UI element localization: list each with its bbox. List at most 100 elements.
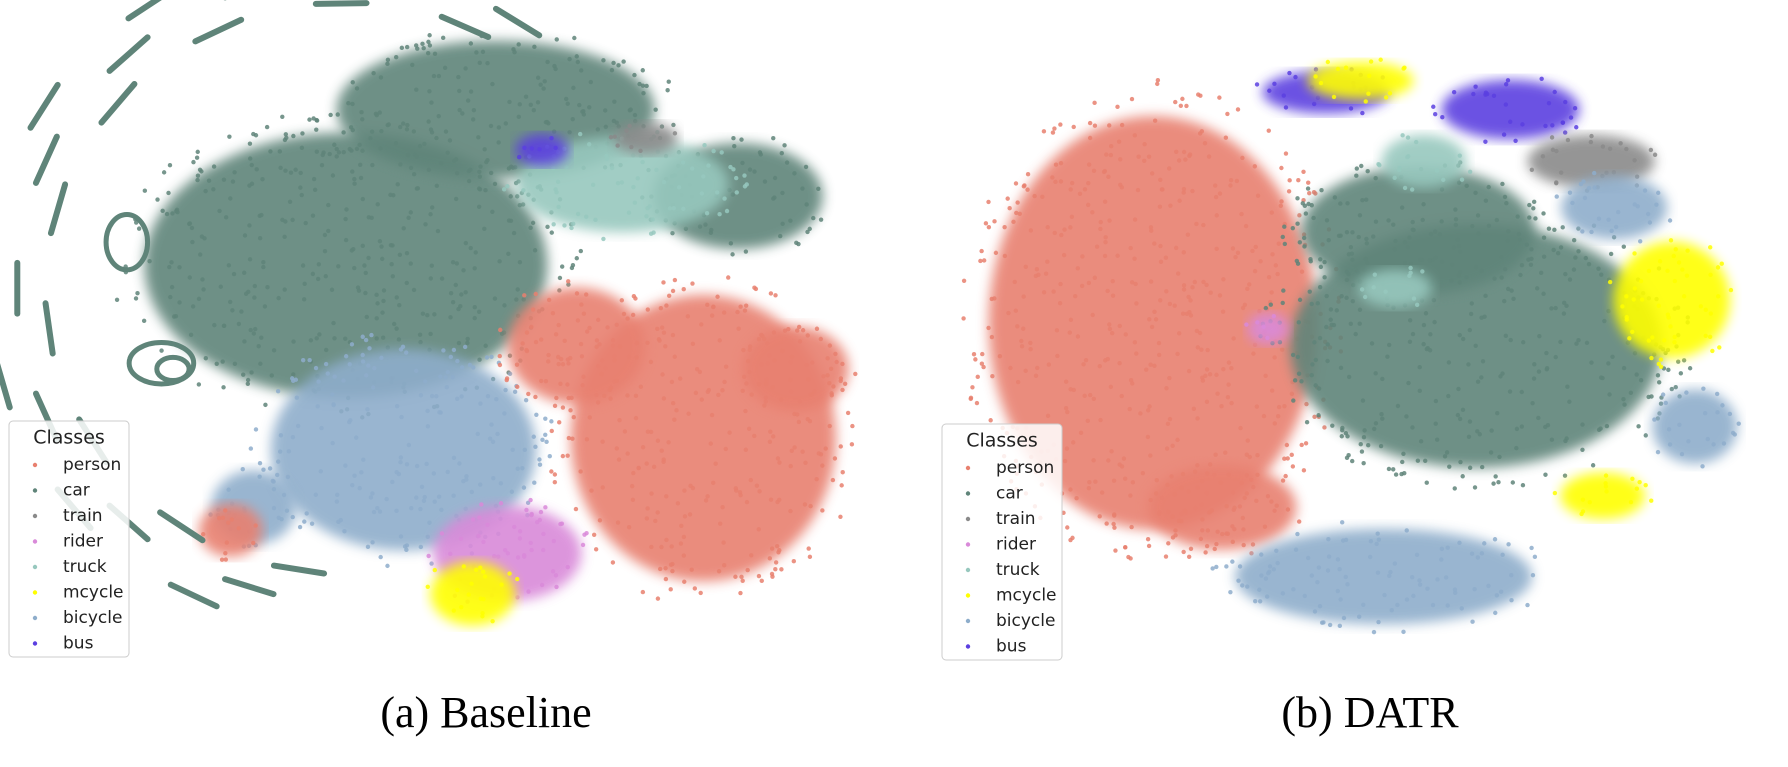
point xyxy=(1319,188,1324,193)
point xyxy=(490,81,495,87)
point xyxy=(480,49,486,55)
point xyxy=(487,436,493,441)
point xyxy=(654,167,659,173)
point xyxy=(1243,223,1249,229)
cluster xyxy=(1235,528,1533,625)
point xyxy=(974,400,980,406)
point xyxy=(1442,454,1448,459)
point xyxy=(242,339,247,344)
point xyxy=(334,154,339,159)
point xyxy=(743,303,749,308)
point xyxy=(1630,329,1635,335)
point xyxy=(415,186,421,191)
point xyxy=(1180,96,1185,102)
point xyxy=(341,150,346,155)
cluster-ring xyxy=(103,211,151,273)
point xyxy=(439,507,444,513)
point xyxy=(1265,335,1270,341)
cluster xyxy=(1613,241,1731,359)
point xyxy=(448,290,454,296)
point xyxy=(280,217,285,223)
point xyxy=(360,117,365,122)
point xyxy=(741,347,746,353)
point xyxy=(343,216,348,222)
point xyxy=(773,293,778,298)
point xyxy=(517,536,523,541)
point xyxy=(350,482,355,488)
point xyxy=(1469,551,1475,556)
point xyxy=(461,268,466,273)
point xyxy=(624,128,629,133)
point xyxy=(1254,498,1259,504)
point xyxy=(290,217,295,223)
point xyxy=(1223,135,1229,140)
point xyxy=(1686,439,1691,444)
point xyxy=(1635,204,1640,209)
point xyxy=(1107,218,1112,223)
point xyxy=(1558,170,1564,175)
point xyxy=(431,73,437,79)
point xyxy=(565,453,570,458)
point xyxy=(1681,294,1687,299)
point xyxy=(394,469,399,475)
point xyxy=(1106,174,1111,180)
point xyxy=(1253,244,1258,250)
point xyxy=(1570,200,1575,206)
point xyxy=(769,546,775,551)
point xyxy=(636,465,641,471)
point xyxy=(683,226,689,231)
point xyxy=(253,523,258,528)
point xyxy=(722,563,727,568)
cluster xyxy=(1147,464,1297,550)
point xyxy=(1625,340,1631,345)
point xyxy=(556,204,561,210)
point xyxy=(1099,490,1105,495)
legend-label: bus xyxy=(996,637,1027,657)
point xyxy=(247,141,253,146)
point xyxy=(418,544,424,550)
point xyxy=(692,586,698,591)
point xyxy=(245,377,251,383)
point xyxy=(1220,531,1225,537)
point xyxy=(1531,206,1536,211)
cluster-ring xyxy=(154,354,192,383)
point xyxy=(1164,289,1169,294)
point xyxy=(738,590,743,596)
point xyxy=(1172,303,1177,308)
point xyxy=(1571,267,1577,272)
point xyxy=(177,300,182,305)
point xyxy=(1181,250,1186,255)
legend-label: person xyxy=(63,455,121,475)
point xyxy=(1362,267,1367,273)
point xyxy=(621,59,626,64)
point xyxy=(979,248,984,254)
point xyxy=(1107,326,1113,332)
point xyxy=(344,207,349,212)
point xyxy=(1290,225,1295,231)
point xyxy=(217,208,222,214)
point xyxy=(612,358,617,363)
point xyxy=(593,547,599,552)
point xyxy=(473,250,478,255)
point xyxy=(633,415,639,421)
point xyxy=(1230,559,1235,564)
point xyxy=(1455,237,1460,242)
point xyxy=(529,146,535,151)
point xyxy=(399,45,405,51)
point xyxy=(1149,228,1154,233)
point xyxy=(533,339,539,345)
legend-marker xyxy=(32,564,38,570)
point xyxy=(1392,175,1397,180)
point xyxy=(1152,363,1157,369)
point xyxy=(1486,583,1491,589)
point xyxy=(465,336,470,342)
point xyxy=(284,135,289,140)
point xyxy=(188,332,194,338)
point xyxy=(1201,222,1206,228)
point xyxy=(1275,271,1280,277)
point xyxy=(1263,576,1269,581)
point xyxy=(535,75,541,80)
point xyxy=(1402,240,1408,245)
point xyxy=(1592,170,1597,176)
point xyxy=(1282,224,1287,229)
